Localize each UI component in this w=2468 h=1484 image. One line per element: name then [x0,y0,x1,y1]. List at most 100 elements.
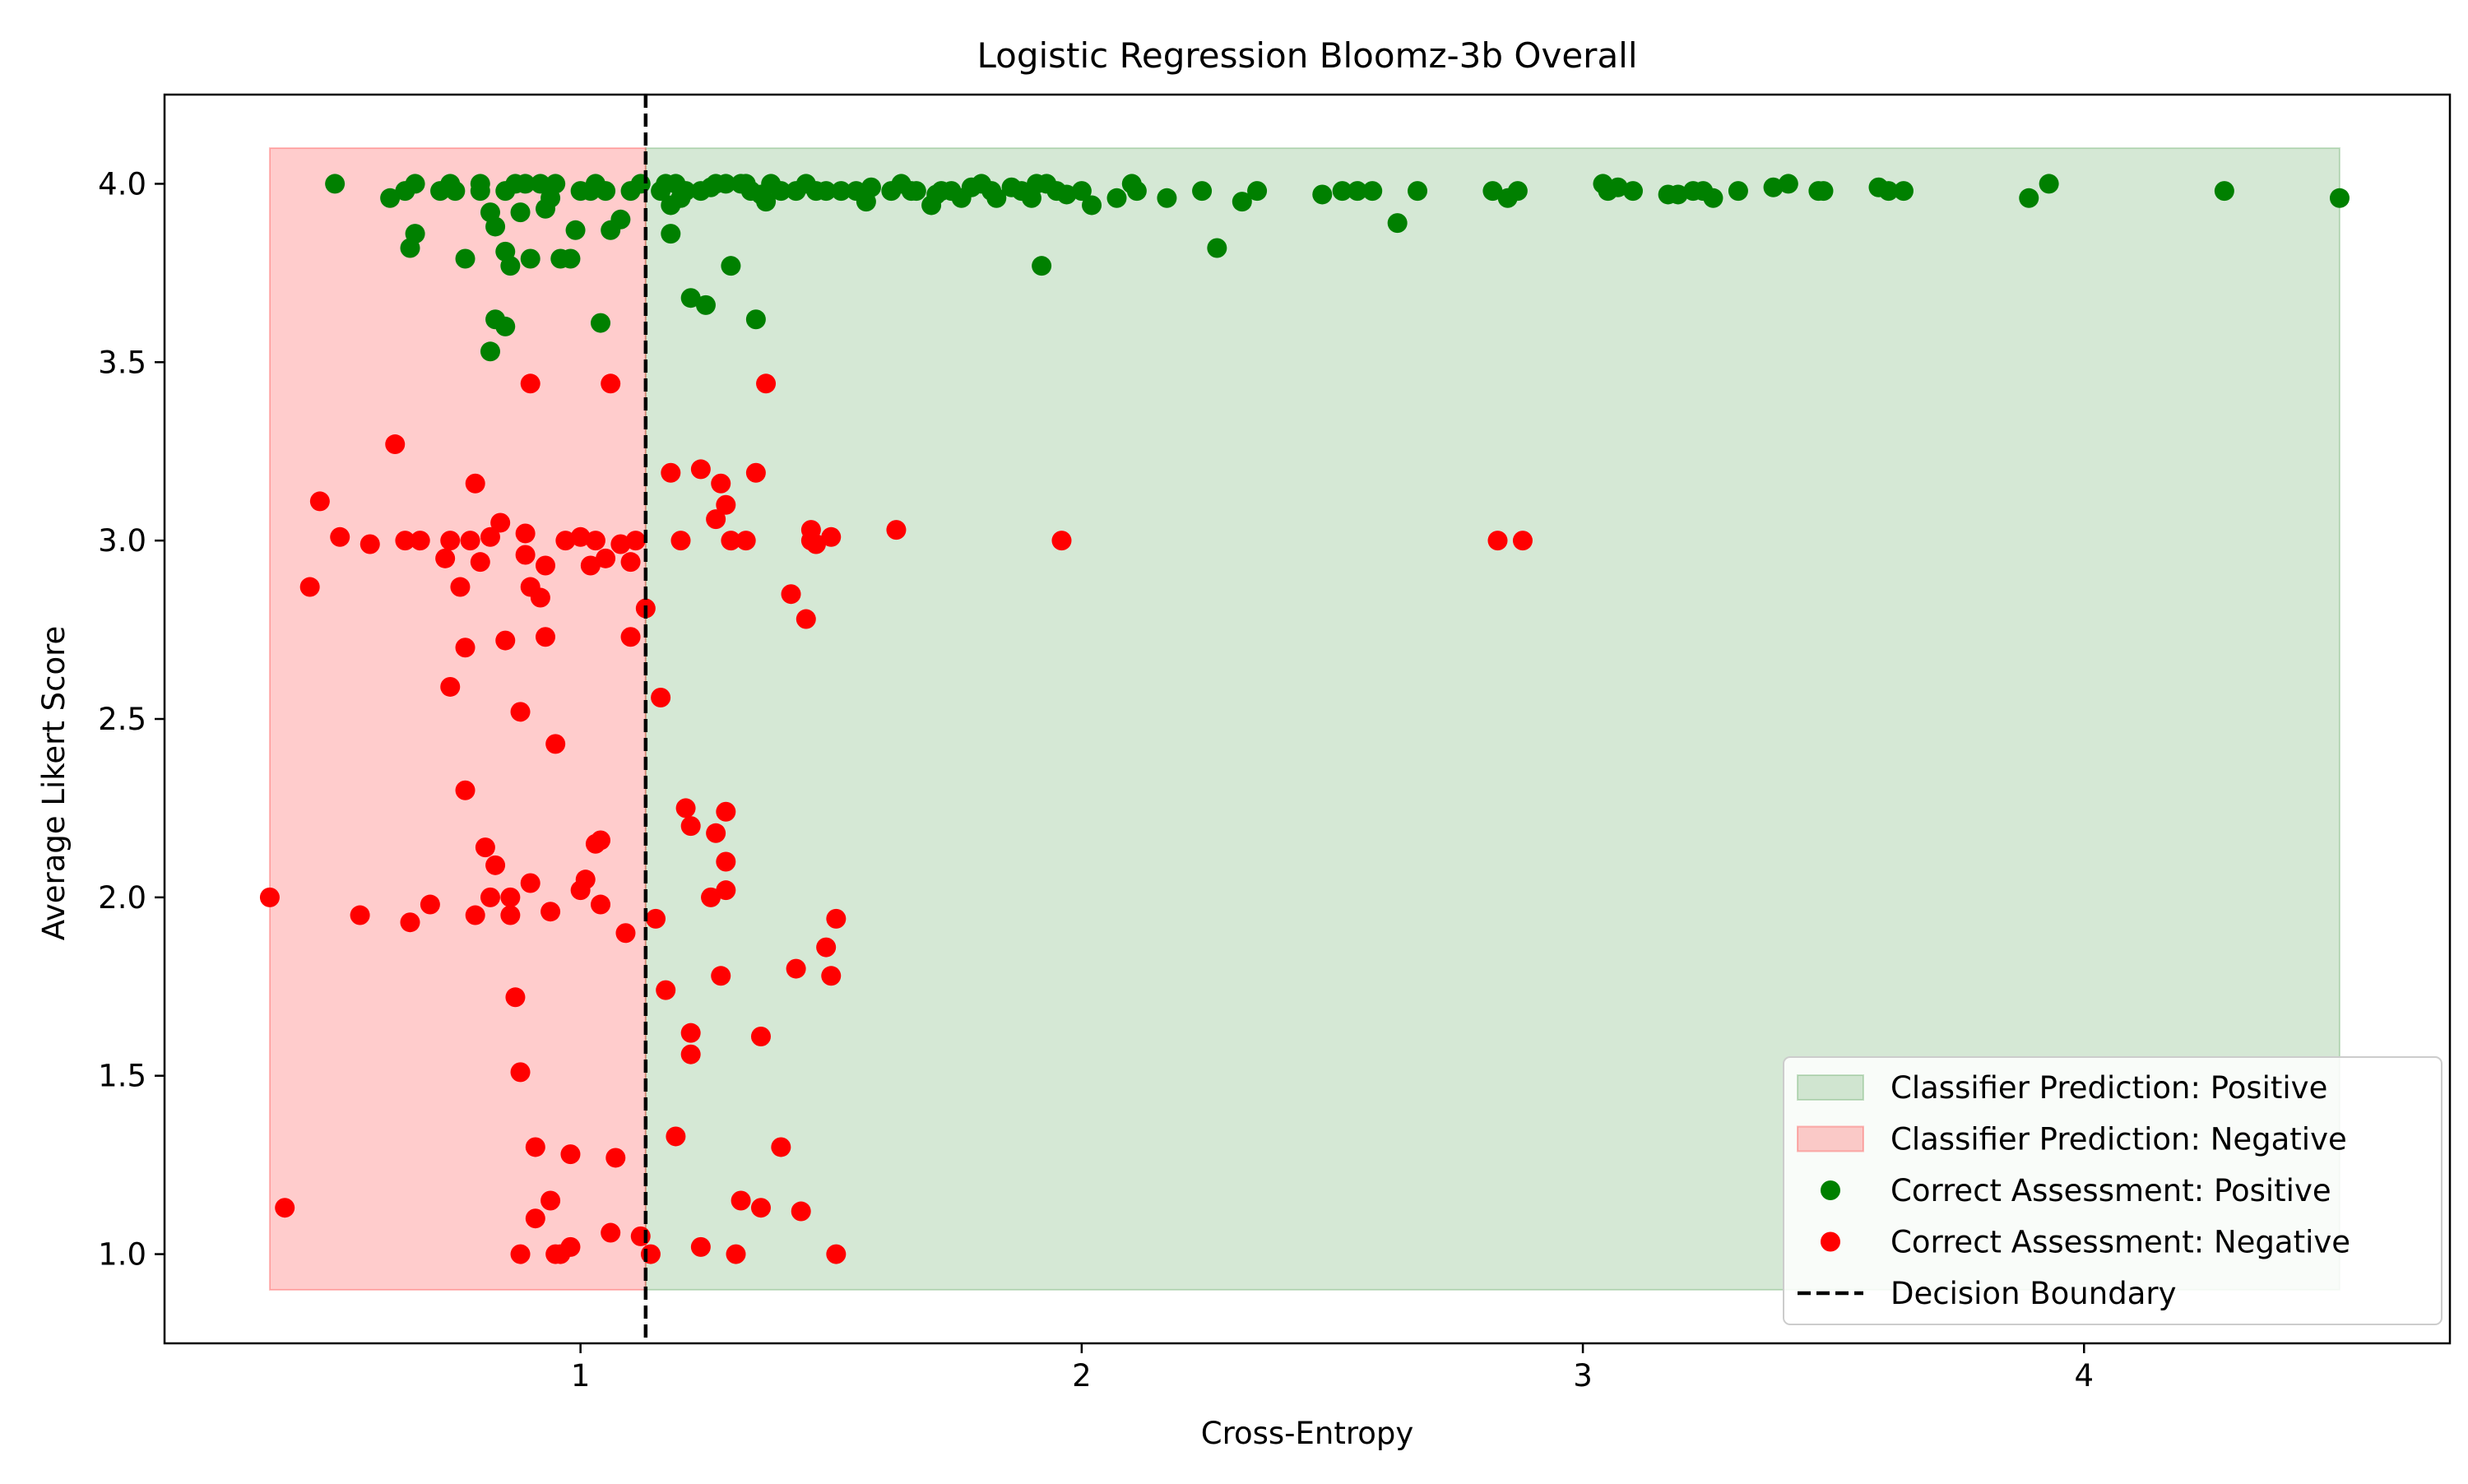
point-negative [540,902,561,922]
point-positive [1728,181,1748,202]
point-negative [716,801,736,822]
plot-area: 1 2 3 4 1.0 1.5 2.0 2.5 3.0 3.5 4.0 [98,93,2452,1394]
point-positive [455,248,476,269]
legend-box [1783,1056,2442,1325]
point-negative [495,630,516,651]
point-negative [596,548,616,568]
point-negative [475,837,495,858]
y-tick-label: 1.0 [98,1237,146,1273]
y-tick-label: 3.5 [98,345,146,380]
point-negative [1051,531,1072,551]
point-positive [1207,238,1227,258]
y-axis-label: Average Likert Score [36,626,72,941]
point-positive [1312,184,1333,205]
point-negative [666,1126,686,1147]
point-negative [701,887,721,907]
legend-label: Decision Boundary [1890,1276,2176,1311]
y-tick-label: 1.5 [98,1059,146,1094]
point-negative [610,534,631,554]
point-positive [485,216,506,237]
point-positive [861,177,881,197]
point-negative [656,980,676,1000]
point-positive [1332,181,1352,202]
point-negative [796,609,816,629]
point-negative [490,512,511,533]
point-negative [510,1244,531,1264]
point-positive [380,188,401,208]
point-negative [525,1208,545,1229]
x-tick-label: 4 [2075,1358,2095,1394]
point-positive [515,174,536,194]
point-positive [831,181,851,202]
point-negative [690,1236,711,1257]
point-negative [460,531,480,551]
point-negative [560,1236,581,1257]
point-positive [545,174,566,194]
point-negative [536,627,555,647]
x-tick-label: 2 [1072,1358,1092,1394]
point-positive [610,209,631,230]
point-negative [350,905,370,925]
point-positive [1192,181,1213,202]
point-negative [620,627,641,647]
point-positive [2039,174,2059,194]
scatter-points [259,174,2350,1264]
point-positive [1703,188,1723,208]
point-negative [440,531,461,551]
point-positive [1778,174,1798,194]
point-positive [630,174,651,194]
point-positive [596,181,616,202]
point-negative [670,531,691,551]
chart-title: Logistic Regression Bloomz-3b Overall [977,35,1637,76]
point-negative [786,958,806,979]
point-negative [520,873,540,893]
point-positive [716,174,736,194]
point-positive [661,224,681,244]
point-negative [750,1027,771,1047]
point-negative [575,870,596,890]
point-positive [1507,181,1528,202]
point-negative [530,587,550,608]
y-tick-label: 4.0 [98,166,146,202]
point-negative [745,462,766,483]
point-negative [520,373,540,394]
point-negative [420,894,440,915]
point-positive [1607,177,1628,197]
y-tick-label: 2.0 [98,880,146,916]
point-negative [716,880,736,901]
point-positive [1106,188,1127,208]
point-negative [826,908,847,929]
point-positive [520,248,540,269]
point-positive [470,174,490,194]
point-negative [711,966,731,986]
point-positive [816,181,837,202]
point-positive [445,181,466,202]
point-positive [1878,181,1899,202]
point-negative [591,894,611,915]
point-negative [570,526,591,547]
legend-label: Correct Assessment: Positive [1890,1173,2331,1208]
point-negative [731,1190,751,1211]
point-positive [591,313,611,333]
point-positive [1408,181,1428,202]
point-negative [726,1244,746,1264]
point-positive [1032,256,1052,276]
point-negative [601,373,621,394]
legend-marker [1821,1231,1840,1252]
point-negative [716,851,736,872]
point-negative [680,816,701,837]
point-negative [781,584,801,605]
point-negative [360,534,380,554]
point-positive [1482,181,1503,202]
point-negative [330,526,350,547]
point-positive [1893,181,1914,202]
point-negative [455,780,476,800]
point-positive [2214,181,2234,202]
point-negative [540,1190,561,1211]
point-negative [545,734,566,754]
point-negative [515,545,536,565]
point-negative [750,1198,771,1218]
point-negative [680,1044,701,1064]
point-negative [661,462,681,483]
point-negative [756,373,777,394]
